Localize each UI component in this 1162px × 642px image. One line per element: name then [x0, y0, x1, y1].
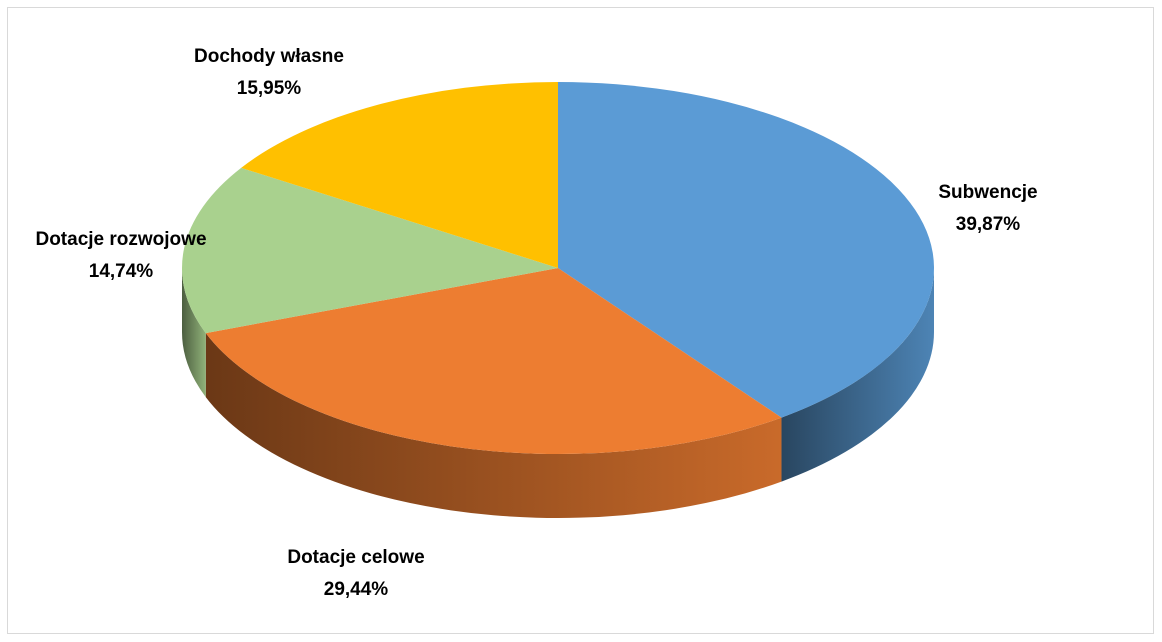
- slice-side-dotacje-celowe: [205, 333, 782, 519]
- label-name-1: Dotacje celowe: [287, 547, 424, 568]
- slice-dotacje-rozwojowe: [181, 167, 558, 334]
- slice-subwencje: [558, 82, 934, 418]
- pie-sides: [182, 268, 934, 519]
- label-value-0: 39,87%: [956, 214, 1021, 235]
- pie-labels: Subwencje 39,87% Dotacje celowe 29,44% D…: [35, 46, 1037, 600]
- label-value-3: 15,95%: [237, 78, 302, 99]
- label-value-2: 14,74%: [89, 261, 154, 282]
- slice-dochody-w-asne: [241, 82, 559, 268]
- slice-side-subwencje: [781, 268, 934, 482]
- pie-tops: [181, 82, 934, 455]
- label-value-1: 29,44%: [324, 579, 389, 600]
- label-name-3: Dochody własne: [194, 46, 344, 67]
- label-name-0: Subwencje: [938, 182, 1037, 203]
- slice-dotacje-celowe: [205, 268, 782, 455]
- label-name-2: Dotacje rozwojowe: [35, 229, 206, 250]
- slice-side-dotacje-rozwojowe: [182, 268, 206, 398]
